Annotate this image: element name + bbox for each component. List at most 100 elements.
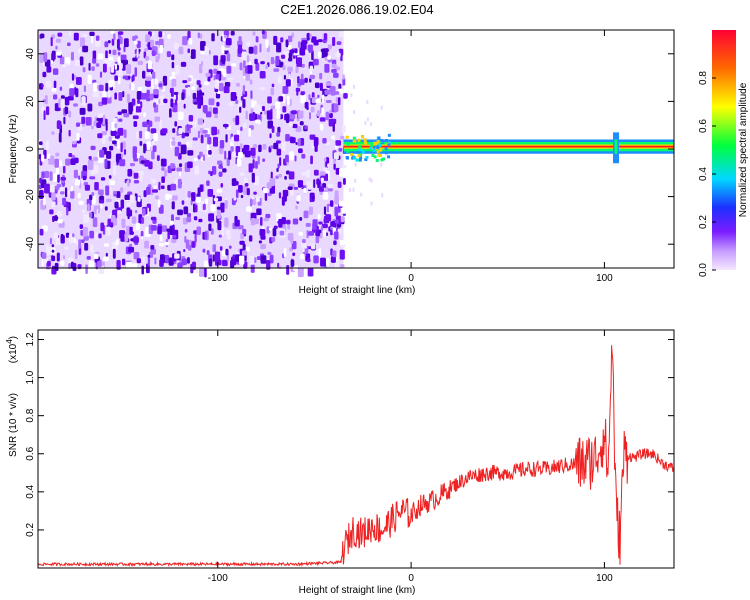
- noise-cell: [44, 183, 50, 194]
- noise-cell: [174, 178, 178, 186]
- noise-cell: [148, 120, 153, 127]
- noise-cell: [204, 45, 208, 56]
- noise-cell: [267, 120, 274, 129]
- noise-cell: [167, 34, 171, 39]
- noise-cell: [83, 213, 90, 223]
- noise-cell: [199, 184, 204, 193]
- noise-cell: [381, 193, 384, 198]
- noise-cell: [76, 132, 80, 141]
- noise-cell: [171, 61, 175, 69]
- noise-cell: [248, 46, 254, 54]
- noise-cell: [120, 142, 123, 153]
- y-tick-label: 20: [25, 95, 36, 107]
- noise-cell: [181, 132, 185, 139]
- band-speck: [365, 156, 369, 160]
- noise-cell: [330, 248, 333, 256]
- noise-cell: [155, 195, 159, 200]
- noise-cell: [261, 30, 265, 35]
- noise-cell: [178, 46, 184, 55]
- noise-cell: [104, 206, 108, 211]
- noise-cell: [292, 218, 299, 225]
- noise-cell: [177, 262, 183, 268]
- noise-cell: [56, 184, 61, 189]
- noise-cell: [322, 192, 329, 200]
- noise-cell: [117, 111, 122, 116]
- noise-cell: [245, 65, 248, 74]
- noise-cell: [51, 131, 55, 135]
- noise-cell: [170, 98, 174, 108]
- noise-cell: [304, 77, 308, 83]
- noise-cell: [143, 143, 146, 154]
- noise-cell: [68, 30, 72, 37]
- noise-cell: [128, 246, 135, 253]
- band-core: [343, 145, 674, 148]
- noise-cell: [278, 96, 284, 102]
- noise-cell: [265, 64, 269, 70]
- noise-cell: [218, 165, 224, 169]
- colorbar: 0.0 0.2 0.4 0.6 0.8 Normalized spectral ampl…: [698, 30, 749, 277]
- noise-cell: [256, 208, 262, 216]
- noise-cell: [193, 101, 198, 105]
- noise-cell: [260, 244, 267, 250]
- noise-cell: [129, 163, 136, 167]
- noise-cell: [46, 66, 52, 73]
- noise-cell: [333, 152, 339, 160]
- noise-cell: [206, 144, 209, 151]
- band-speck: [357, 154, 361, 158]
- noise-cell: [131, 216, 137, 224]
- noise-cell: [259, 229, 266, 236]
- noise-cell: [255, 36, 259, 43]
- noise-cell: [108, 49, 112, 55]
- noise-cell: [343, 177, 346, 185]
- noise-cell: [279, 230, 285, 236]
- noise-cell: [57, 218, 63, 224]
- noise-cell: [181, 92, 185, 100]
- noise-cell: [56, 252, 60, 262]
- noise-cell: [74, 157, 79, 164]
- noise-cell: [301, 153, 306, 159]
- noise-cell: [262, 187, 267, 193]
- noise-cell: [51, 52, 55, 62]
- noise-cell: [154, 116, 161, 122]
- noise-cell: [214, 251, 221, 262]
- noise-cell: [248, 127, 251, 137]
- noise-cell: [250, 90, 253, 99]
- noise-cell: [172, 128, 176, 133]
- noise-cell: [131, 98, 136, 106]
- noise-cell: [270, 105, 276, 110]
- noise-cell: [325, 257, 330, 267]
- noise-cell: [89, 176, 96, 180]
- noise-cell: [57, 32, 63, 37]
- band-speck: [353, 139, 357, 143]
- noise-cell: [59, 191, 65, 195]
- noise-cell: [214, 79, 220, 89]
- noise-cell: [223, 30, 230, 36]
- noise-cell: [56, 51, 62, 56]
- noise-cell: [43, 52, 48, 63]
- noise-cell: [216, 189, 223, 193]
- band-speck: [377, 136, 381, 140]
- noise-cell: [224, 81, 231, 87]
- y-tick-label: 40: [25, 48, 36, 60]
- noise-cell: [219, 139, 225, 149]
- noise-cell: [339, 168, 345, 177]
- noise-cell: [239, 106, 242, 113]
- noise-cell: [89, 212, 93, 218]
- noise-cell: [224, 49, 229, 55]
- noise-cell: [207, 188, 214, 197]
- noise-cell: [322, 137, 327, 144]
- noise-cell: [306, 230, 309, 239]
- noise-cell: [42, 71, 47, 78]
- noise-cell: [91, 35, 94, 44]
- noise-cell: [74, 179, 81, 186]
- noise-cell: [224, 200, 228, 209]
- noise-cell: [183, 206, 189, 215]
- noise-cell: [215, 73, 220, 80]
- noise-cell: [285, 79, 291, 87]
- noise-cell: [198, 203, 203, 211]
- noise-cell: [177, 209, 184, 216]
- band-speck: [363, 138, 367, 142]
- noise-cell: [135, 130, 139, 139]
- noise-cell: [252, 199, 257, 205]
- noise-cell: [71, 73, 75, 81]
